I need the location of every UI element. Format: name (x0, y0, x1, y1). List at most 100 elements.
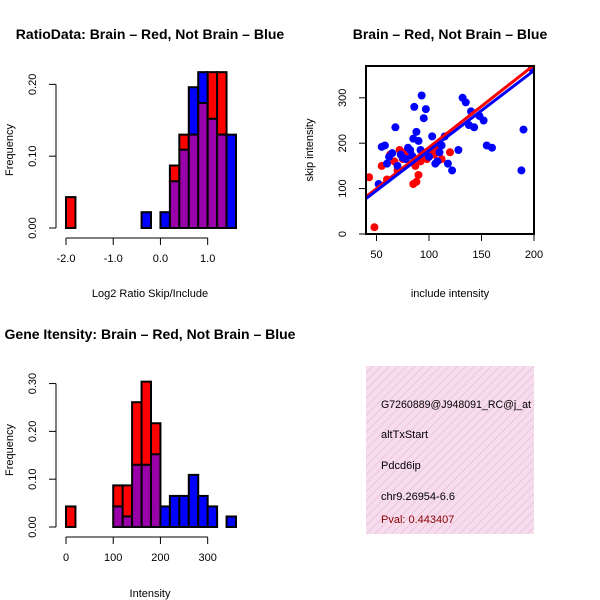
intensity-hist-x-tick-label: 300 (198, 552, 216, 564)
scatter-point-not-brain (443, 159, 452, 168)
scatter-point-not-brain (461, 98, 470, 107)
intensity-hist-bar-overlap (150, 453, 162, 529)
intensity-hist-xlabel: Intensity (130, 588, 171, 600)
ratio-hist-bar-not-brain (197, 71, 209, 105)
intensity-hist-bar-not-brain (178, 494, 190, 528)
scatter-point-brain (370, 223, 379, 232)
scatter-point-not-brain (454, 146, 463, 154)
scatter-point-not-brain (417, 91, 426, 100)
scatter-x-tick-label: 200 (525, 249, 543, 261)
scatter-point-brain (412, 177, 421, 186)
scatter-point-not-brain (448, 166, 457, 175)
scatter-x-tick-label: 100 (420, 249, 438, 261)
intensity-hist-bar-brain (112, 484, 124, 508)
intensity-hist-bar-brain (131, 401, 143, 466)
ratio-hist-bar-brain (168, 164, 181, 183)
ratio-hist-x-tick-label: 0.0 (153, 253, 168, 265)
intensity-hist-y-tick-label: 0.10 (27, 468, 39, 489)
ratio-hist-xlabel: Log2 Ratio Skip/Include (92, 288, 208, 300)
scatter-y-tick-label: 300 (337, 89, 349, 107)
ratio-hist-bar-overlap (197, 102, 209, 229)
ratio-hist-bar-brain (65, 196, 77, 229)
ratio-hist-bars (65, 71, 238, 230)
info-location: chr9.26954-6.6 (381, 491, 455, 503)
scatter-y-tick-label: 200 (337, 134, 349, 152)
scatter-point-not-brain (414, 136, 423, 145)
scatter-point-not-brain (435, 148, 444, 157)
scatter-point-not-brain (517, 166, 526, 175)
scatter-point-not-brain (488, 143, 496, 152)
ratio-hist-y-tick-label: 0.00 (27, 217, 39, 238)
intensity-hist-title: Gene Itensity: Brain – Red, Not Brain – … (5, 326, 296, 342)
scatter-y-tick-label: 100 (337, 179, 349, 197)
info-pval: Pval: 0.443407 (381, 514, 454, 526)
intensity-hist-bar-overlap (140, 463, 153, 528)
intensity-hist-bar-overlap (131, 463, 143, 528)
scatter-point-not-brain (393, 161, 402, 170)
intensity-hist-x-tick-label: 100 (104, 552, 122, 564)
ratio-hist-y-axis: 0.00 0.10 0.20 (27, 74, 57, 239)
scatter-ylabel: skip intensity (304, 118, 316, 181)
intensity-hist-y-tick-label: 0.30 (27, 373, 39, 394)
intensity-hist-bar-not-brain (225, 515, 238, 529)
ratio-hist-x-tick-label: 1.0 (200, 253, 215, 265)
intensity-hist-bar-not-brain (206, 505, 219, 528)
ratio-hist-bar-not-brain (225, 133, 238, 230)
scatter-title: Brain – Red, Not Brain – Blue (353, 26, 548, 42)
intensity-hist-bar-brain (65, 505, 77, 528)
intensity-hist-x-axis: 0 100 200 300 (63, 536, 217, 564)
scatter-point-not-brain (388, 149, 397, 158)
ratio-hist-x-tick-label: -2.0 (57, 253, 76, 265)
scatter-point-not-brain (428, 132, 437, 141)
intensity-hist-bar-not-brain (159, 505, 171, 528)
ratio-hist-ylabel: Frequency (4, 124, 16, 176)
scatter-point-brain (414, 170, 423, 179)
ratio-hist-bar-overlap (206, 117, 219, 229)
ratio-hist-y-tick-label: 0.10 (27, 145, 39, 166)
ratio-hist-bar-overlap (168, 180, 181, 229)
info-panel-background (366, 366, 534, 534)
info-event-type: altTxStart (381, 429, 428, 441)
scatter-point-brain (366, 173, 374, 182)
intensity-hist-ylabel: Frequency (4, 424, 16, 476)
scatter-point-not-brain (401, 155, 410, 164)
intensity-hist-bar-brain (140, 380, 153, 466)
scatter-point-not-brain (433, 157, 442, 166)
intensity-hist-bar-not-brain (168, 494, 181, 528)
regression-line-not-brain (366, 69, 534, 200)
ratio-hist-x-axis: -2.0 -1.0 0.0 1.0 (57, 237, 215, 265)
info-probe-id: G7260889@J948091_RC@j_at (381, 399, 531, 411)
scatter-x-tick-label: 150 (472, 249, 490, 261)
scatter-xlabel: include intensity (411, 288, 490, 300)
scatter-point-not-brain (479, 116, 488, 125)
scatter-point-not-brain (421, 105, 430, 114)
intensity-hist-bar-not-brain (187, 473, 200, 528)
intensity-hist-x-tick-label: 0 (63, 552, 69, 564)
scatter-y-axis: 0 100 200 300 (337, 89, 367, 237)
ratio-histogram: RatioData: Brain – Red, Not Brain – Blue… (4, 26, 284, 300)
ratio-hist-bar-not-brain (159, 211, 171, 229)
scatter-point-not-brain (519, 125, 528, 134)
scatter-point-not-brain (412, 127, 421, 136)
ratio-hist-x-tick-label: -1.0 (104, 253, 123, 265)
info-gene: Pdcd6ip (381, 460, 421, 472)
intensity-hist-bar-overlap (112, 505, 124, 528)
regression-line-brain (366, 66, 534, 198)
scatter-point-not-brain (470, 123, 479, 132)
info-panel: G7260889@J948091_RC@j_at altTxStart Pdcd… (366, 366, 534, 534)
ratio-hist-bar-overlap (178, 148, 190, 229)
intensity-hist-bar-overlap (121, 515, 134, 529)
intensity-hist-bar-brain (150, 422, 162, 456)
intensity-hist-bars (65, 380, 238, 529)
ratio-hist-bar-brain (216, 71, 228, 136)
intensity-hist-y-tick-label: 0.20 (27, 421, 39, 442)
scatter-points (366, 66, 534, 232)
scatter-point-not-brain (391, 123, 400, 132)
intensity-hist-y-axis: 0.00 0.10 0.20 0.30 (27, 373, 57, 538)
intensity-hist-x-tick-label: 200 (151, 552, 169, 564)
ratio-hist-y-tick-label: 0.20 (27, 74, 39, 95)
ratio-hist-bar-overlap (187, 133, 200, 230)
ratio-hist-bar-overlap (216, 133, 228, 230)
intensity-hist-bar-not-brain (197, 494, 209, 528)
scatter-point-not-brain (380, 141, 389, 150)
